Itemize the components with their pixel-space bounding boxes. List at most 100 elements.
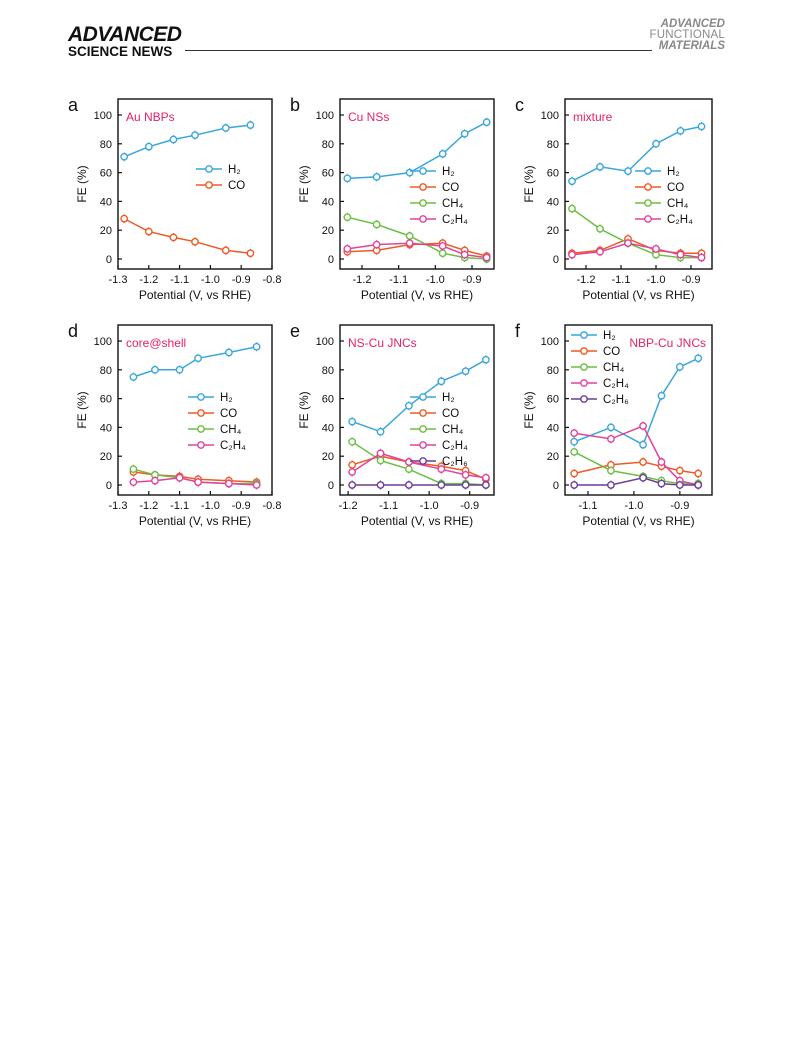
data-point-b-CH4-2: [405, 232, 414, 240]
data-point-f-CO-0: [570, 469, 579, 478]
data-point-e-H2-4: [461, 367, 470, 376]
x-tick-label-d--0.9: -0.9: [232, 500, 251, 512]
legend-marker-f-C2H6: [580, 395, 588, 403]
data-point-c-CH4-1: [596, 224, 604, 233]
y-tick-label-a-0: 0: [106, 254, 112, 266]
x-axis-label-c: Potential (V, vs RHE): [582, 288, 694, 302]
x-tick-label-c--1.2: -1.2: [577, 274, 596, 286]
data-point-a-CO-5: [246, 249, 255, 258]
legend-marker-d-CH4: [197, 425, 205, 433]
data-point-a-H2-4: [221, 124, 230, 132]
legend-marker-c-H2: [644, 167, 652, 175]
data-point-e-H2-1: [376, 427, 385, 436]
x-tick-label-b--1.2: -1.2: [353, 274, 372, 286]
journal-logo: ADVANCED FUNCTIONAL MATERIALS: [650, 18, 725, 52]
y-tick-label-d-60: 60: [100, 394, 112, 406]
x-axis-label-a: Potential (V, vs RHE): [139, 288, 251, 302]
data-point-d-H2-5: [252, 342, 261, 351]
y-tick-label-d-100: 100: [94, 336, 112, 348]
data-point-f-H2-0: [570, 437, 579, 446]
data-point-e-CH4-1: [376, 456, 385, 465]
y-tick-label-e-40: 40: [322, 422, 334, 434]
data-point-a-CO-4: [221, 246, 230, 255]
legend-marker-f-CH4: [580, 363, 588, 371]
legend-marker-f-C2H4: [580, 379, 588, 387]
legend-label-e-H2: H₂: [442, 392, 455, 404]
legend-marker-e-C2H6: [419, 457, 427, 465]
data-point-d-H2-3: [194, 354, 202, 363]
x-tick-label-a--0.8: -0.8: [263, 274, 282, 286]
legend-label-c-C2H4: C₂H₄: [667, 214, 693, 226]
legend-marker-c-C2H4: [644, 215, 652, 223]
data-point-f-C2H6-1: [607, 481, 615, 489]
panel-title-a: Au NBPs: [126, 110, 175, 124]
data-point-e-C2H4-0: [348, 468, 357, 476]
y-tick-label-d-20: 20: [100, 451, 112, 463]
y-tick-label-d-0: 0: [106, 480, 112, 492]
y-tick-label-b-40: 40: [322, 196, 334, 208]
data-point-e-C2H4-3: [437, 465, 446, 474]
legend-marker-a-CO: [205, 181, 213, 189]
journal-line-1: ADVANCED: [660, 18, 725, 30]
legend-marker-c-CO: [644, 183, 652, 191]
y-tick-label-a-60: 60: [100, 168, 112, 180]
data-point-e-C2H6-1: [376, 481, 385, 489]
data-point-c-H2-2: [624, 167, 632, 176]
y-axis-label-b: FE (%): [297, 165, 311, 202]
legend-label-e-CO: CO: [442, 408, 459, 420]
legend-label-b-H2: H₂: [442, 166, 455, 178]
data-point-f-C2H6-2: [639, 473, 647, 482]
data-point-c-C2H4-1: [596, 247, 604, 256]
data-point-f-H2-5: [694, 354, 703, 363]
y-tick-label-e-100: 100: [316, 336, 334, 348]
x-tick-label-b--1.1: -1.1: [389, 274, 408, 286]
y-tick-label-f-40: 40: [547, 422, 559, 434]
x-axis-label-e: Potential (V, vs RHE): [361, 514, 473, 528]
data-point-f-CH4-1: [607, 466, 615, 475]
x-axis-label-d: Potential (V, vs RHE): [139, 514, 251, 528]
x-tick-label-d--1.2: -1.2: [139, 500, 158, 512]
legend-label-a-CO: CO: [228, 180, 245, 192]
data-point-c-C2H4-3: [652, 245, 660, 253]
data-point-b-CH4-1: [372, 220, 381, 229]
plot-frame-c: [564, 98, 713, 270]
data-point-f-CO-4: [675, 466, 684, 475]
series-line-c-H2: [571, 125, 702, 182]
data-point-e-CH4-0: [348, 437, 357, 446]
legend-label-b-CO: CO: [442, 182, 459, 194]
legend-marker-e-CO: [419, 409, 427, 417]
legend-label-f-C2H6: C₂H₆: [603, 394, 629, 406]
legend-marker-b-CO: [419, 183, 427, 191]
y-tick-label-f-60: 60: [547, 394, 559, 406]
data-point-e-H2-2: [404, 401, 413, 410]
panel-title-b: Cu NSs: [348, 110, 389, 124]
y-tick-label-f-20: 20: [547, 451, 559, 463]
legend-marker-d-CO: [197, 409, 205, 417]
data-point-e-C2H4-2: [404, 458, 413, 466]
panel-label-f: f: [515, 321, 521, 341]
data-point-b-C2H4-5: [482, 253, 491, 262]
panel-label-b: b: [290, 95, 300, 115]
legend-marker-b-C2H4: [419, 215, 427, 223]
data-point-a-H2-0: [120, 152, 129, 161]
header-rule: [185, 50, 652, 51]
data-point-d-C2H4-5: [252, 481, 261, 489]
legend-label-f-C2H4: C₂H₄: [603, 378, 629, 390]
data-point-a-H2-3: [191, 131, 199, 140]
y-tick-label-a-20: 20: [100, 225, 112, 237]
panel-label-e: e: [290, 321, 300, 341]
x-tick-label-b--0.9: -0.9: [463, 274, 482, 286]
data-point-e-C2H6-4: [461, 481, 470, 489]
y-tick-label-c-40: 40: [547, 196, 559, 208]
data-point-f-H2-4: [675, 363, 684, 371]
data-point-c-C2H4-2: [624, 239, 632, 248]
data-point-e-C2H6-3: [437, 481, 446, 489]
data-point-a-H2-5: [246, 121, 255, 129]
legend-marker-b-CH4: [419, 199, 427, 207]
x-tick-label-d--1.0: -1.0: [201, 500, 220, 512]
plot-frame-d: [117, 324, 273, 496]
journal-line-3: MATERIALS: [658, 40, 725, 52]
y-tick-label-b-0: 0: [328, 254, 334, 266]
plot-frame-f: [564, 324, 713, 496]
series-line-a-H2: [123, 124, 251, 158]
